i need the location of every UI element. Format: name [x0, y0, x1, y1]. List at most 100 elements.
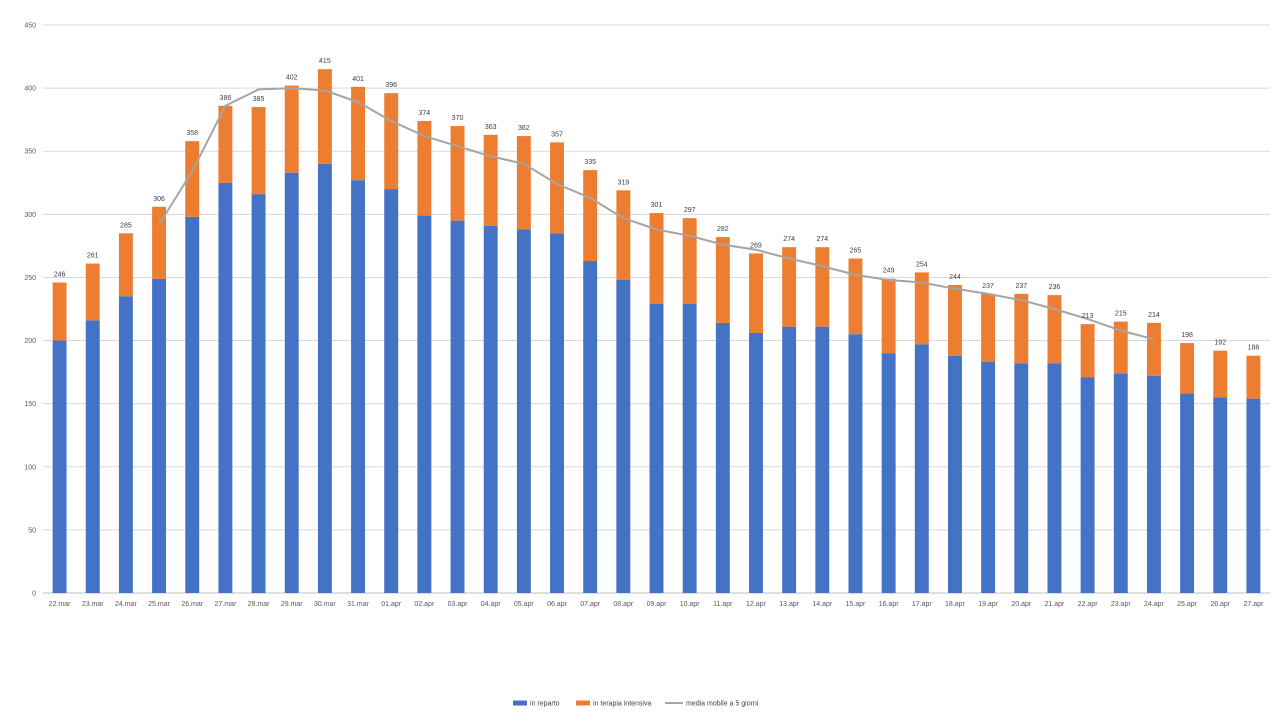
x-tick-label: 01.apr [381, 601, 402, 608]
bar-terapia-intensiva [1180, 343, 1195, 394]
bar-terapia-intensiva [1113, 321, 1128, 374]
data-label: 213 [1082, 313, 1094, 320]
bar-in-reparto [384, 189, 399, 594]
data-label: 374 [419, 110, 431, 117]
bar-in-reparto [1213, 397, 1228, 593]
data-label: 274 [816, 236, 828, 243]
data-label: 192 [1214, 340, 1226, 347]
bar-terapia-intensiva [981, 293, 996, 363]
bar-terapia-intensiva [914, 272, 929, 345]
x-tick-label: 11.apr [713, 601, 733, 608]
bars [52, 69, 1261, 594]
data-label: 306 [153, 196, 165, 203]
bar-in-reparto [1246, 398, 1261, 593]
y-tick-label: 150 [24, 401, 36, 408]
x-tick-label: 24.mar [115, 601, 137, 608]
x-tick-label: 19.apr [978, 601, 999, 608]
data-label: 370 [452, 115, 464, 122]
bar-in-reparto [583, 261, 598, 593]
bar-terapia-intensiva [1047, 295, 1062, 364]
bar-in-reparto [848, 334, 863, 593]
bar-terapia-intensiva [251, 107, 266, 195]
x-tick-label: 21.apr [1045, 601, 1066, 608]
bar-in-reparto [317, 163, 332, 593]
x-tick-label: 12.apr [746, 601, 767, 608]
x-tick-label: 25.apr [1177, 601, 1198, 608]
data-label: 402 [286, 75, 298, 82]
bar-in-reparto [1014, 363, 1029, 593]
bar-terapia-intensiva [52, 282, 67, 341]
legend-swatch [513, 700, 527, 706]
bar-in-reparto [1047, 363, 1062, 593]
data-label: 415 [319, 58, 331, 65]
data-label: 297 [684, 207, 696, 214]
data-label: 396 [385, 82, 397, 89]
x-tick-label: 22.apr [1078, 601, 1099, 608]
x-tick-label: 04.apr [481, 601, 502, 608]
bar-terapia-intensiva [85, 263, 100, 321]
x-tick-label: 23.mar [82, 601, 104, 608]
bar-in-reparto [981, 362, 996, 593]
legend-swatch [576, 700, 590, 706]
bar-terapia-intensiva [848, 258, 863, 335]
x-tick-label: 28.mar [248, 601, 270, 608]
bar-terapia-intensiva [284, 85, 299, 173]
bar-terapia-intensiva [815, 247, 830, 327]
x-tick-label: 20.apr [1011, 601, 1032, 608]
y-tick-label: 0 [32, 591, 36, 598]
bar-in-reparto [284, 172, 299, 593]
x-tick-label: 09.apr [647, 601, 668, 608]
bar-in-reparto [649, 303, 664, 593]
x-tick-label: 13.apr [779, 601, 800, 608]
x-tick-label: 23.apr [1111, 601, 1132, 608]
data-label: 319 [617, 179, 629, 186]
bar-in-reparto [749, 332, 763, 593]
data-label: 261 [87, 253, 99, 260]
x-tick-label: 03.apr [448, 601, 469, 608]
x-tick-label: 10.apr [680, 601, 701, 608]
bar-terapia-intensiva [384, 93, 399, 190]
bar-in-reparto [450, 220, 465, 593]
data-label: 214 [1148, 312, 1160, 319]
data-label: 265 [850, 248, 862, 255]
y-axis-ticks: 0 50 100 150 200 250 300 350 400 450 [24, 23, 36, 598]
bar-in-reparto [152, 278, 167, 593]
data-label: 237 [982, 283, 994, 290]
bar-in-reparto [1113, 373, 1128, 593]
bar-in-reparto [782, 326, 797, 593]
y-tick-label: 250 [24, 275, 36, 282]
bar-terapia-intensiva [218, 105, 233, 183]
x-tick-label: 30.mar [314, 601, 336, 608]
data-label: 215 [1115, 311, 1127, 318]
bar-in-reparto [616, 279, 631, 593]
bar-in-reparto [185, 216, 200, 593]
y-tick-label: 200 [24, 338, 36, 345]
bar-terapia-intensiva [881, 278, 896, 354]
y-tick-label: 100 [24, 464, 36, 471]
bar-in-reparto [914, 344, 929, 593]
bar-terapia-intensiva [782, 247, 797, 327]
moving-average-line [158, 87, 1155, 341]
bar-terapia-intensiva [715, 237, 730, 323]
bar-in-reparto [815, 326, 830, 593]
bar-terapia-intensiva [749, 253, 763, 333]
x-tick-label: 17.apr [912, 601, 933, 608]
bar-in-reparto [52, 340, 67, 593]
bar-terapia-intensiva [516, 136, 531, 230]
x-tick-label: 22.mar [49, 601, 71, 608]
bar-terapia-intensiva [947, 285, 962, 356]
bar-terapia-intensiva [118, 233, 133, 297]
data-label: 401 [352, 76, 364, 83]
bar-in-reparto [417, 215, 432, 593]
data-label: 335 [584, 159, 596, 166]
data-label: 301 [651, 202, 663, 209]
y-tick-label: 450 [24, 23, 36, 30]
y-tick-label: 300 [24, 212, 36, 219]
bar-in-reparto [715, 322, 730, 593]
bar-terapia-intensiva [1014, 293, 1029, 364]
bar-in-reparto [118, 296, 133, 593]
x-tick-label: 16.apr [879, 601, 900, 608]
bar-terapia-intensiva [1080, 324, 1095, 378]
data-label: 246 [54, 271, 66, 278]
